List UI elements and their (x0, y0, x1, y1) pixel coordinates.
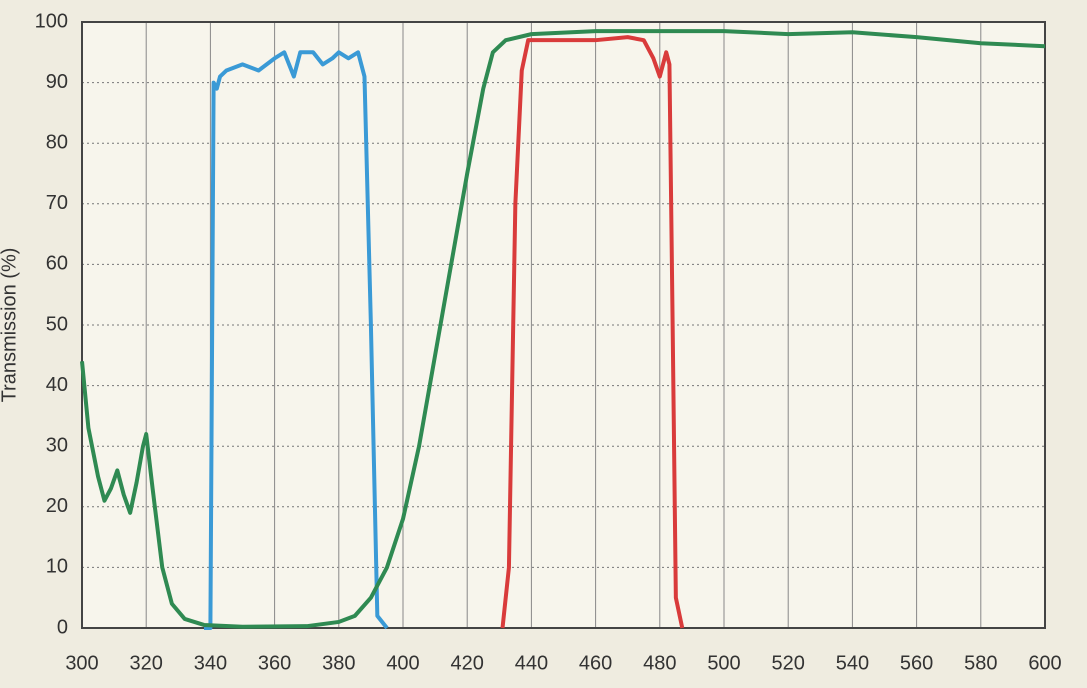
x-tick-label: 600 (1028, 652, 1061, 674)
x-tick-label: 560 (900, 652, 933, 674)
y-tick-label: 40 (46, 374, 68, 396)
x-tick-label: 480 (643, 652, 676, 674)
y-tick-label: 70 (46, 192, 68, 214)
series-line (203, 50, 389, 630)
x-tick-label: 580 (964, 652, 997, 674)
x-tick-label: 420 (451, 652, 484, 674)
x-tick-label: 400 (386, 652, 419, 674)
series-line (80, 29, 1046, 629)
y-tick-label: 100 (35, 10, 68, 32)
plot-frame (81, 21, 1046, 629)
x-tick-label: 440 (515, 652, 548, 674)
y-tick-label: 30 (46, 434, 68, 456)
x-tick-label: 340 (194, 652, 227, 674)
y-tick-label: 10 (46, 556, 68, 578)
x-tick-label: 300 (65, 652, 98, 674)
y-tick-label: 50 (46, 313, 68, 335)
x-tick-label: 500 (707, 652, 740, 674)
x-tick-label: 520 (772, 652, 805, 674)
y-tick-label: 60 (46, 253, 68, 275)
series-line (500, 35, 685, 629)
y-tick-label: 80 (46, 131, 68, 153)
x-tick-label: 360 (258, 652, 291, 674)
x-tick-label: 540 (836, 652, 869, 674)
y-axis-label: Transmission (%) (0, 248, 20, 403)
y-tick-label: 90 (46, 71, 68, 93)
y-tick-label: 20 (46, 495, 68, 517)
x-tick-label: 380 (322, 652, 355, 674)
y-tick-label: 0 (57, 616, 68, 638)
x-tick-label: 460 (579, 652, 612, 674)
x-tick-label: 320 (130, 652, 163, 674)
